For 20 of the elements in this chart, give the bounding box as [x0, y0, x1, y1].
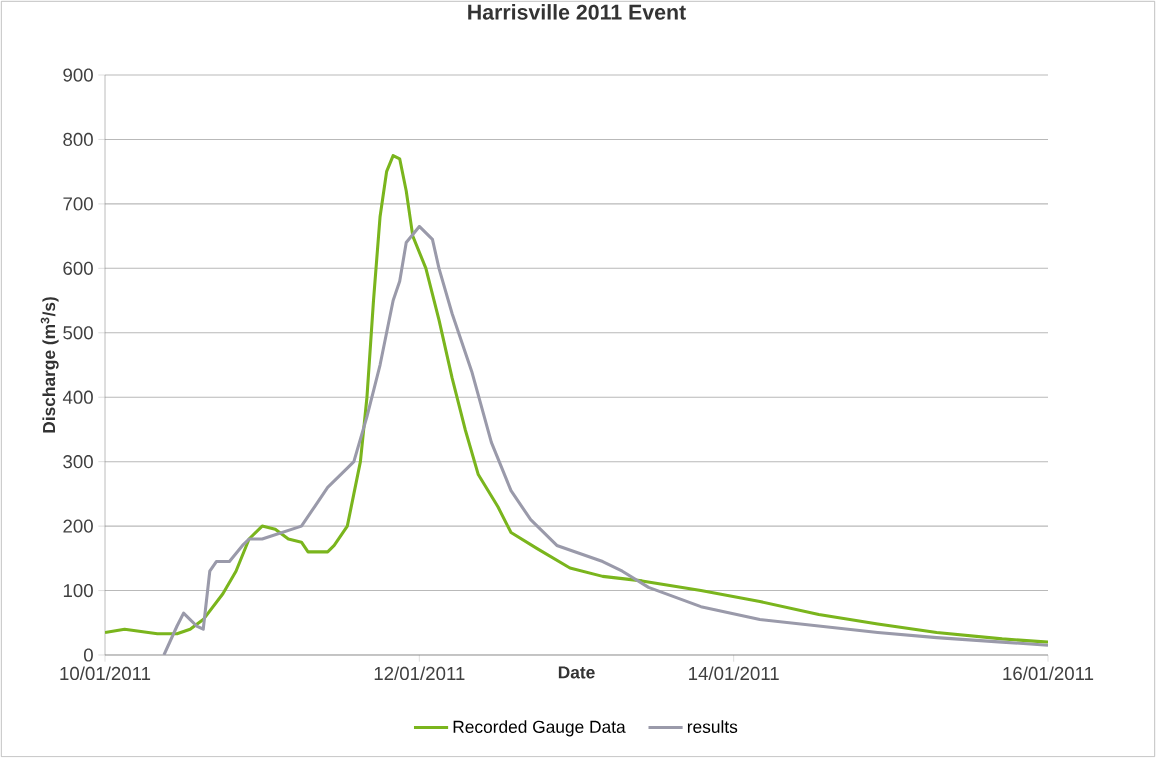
legend-label: results: [687, 720, 738, 733]
y-axis-title: Discharge (m$^{3}$/s): [40, 297, 59, 433]
y-tick-label: 700: [63, 197, 93, 211]
chart-title: Harrisville 2011 Event: [468, 4, 686, 20]
y-tick-label: 200: [63, 519, 93, 533]
legend-label: Recorded Gauge Data: [453, 720, 626, 737]
y-tick-label: 900: [63, 68, 93, 82]
x-axis-title: Date: [558, 666, 595, 679]
x-tick-label: 12/01/2011: [374, 666, 465, 681]
y-tick-label: 300: [63, 455, 93, 469]
line-series: [105, 154, 1048, 644]
x-tick-label: 14/01/2011: [689, 666, 779, 681]
y-tick-label: 500: [63, 326, 93, 340]
y-tick-label: 400: [62, 390, 93, 404]
y-tick-label: 600: [63, 261, 93, 275]
x-tick-label: 10/01/2011: [60, 666, 151, 681]
y-tick-label: 0: [83, 648, 93, 662]
y-tick-label: 800: [63, 132, 93, 147]
x-tick-label: 16/01/2011: [1003, 666, 1094, 681]
y-tick-label: 100: [63, 583, 93, 598]
